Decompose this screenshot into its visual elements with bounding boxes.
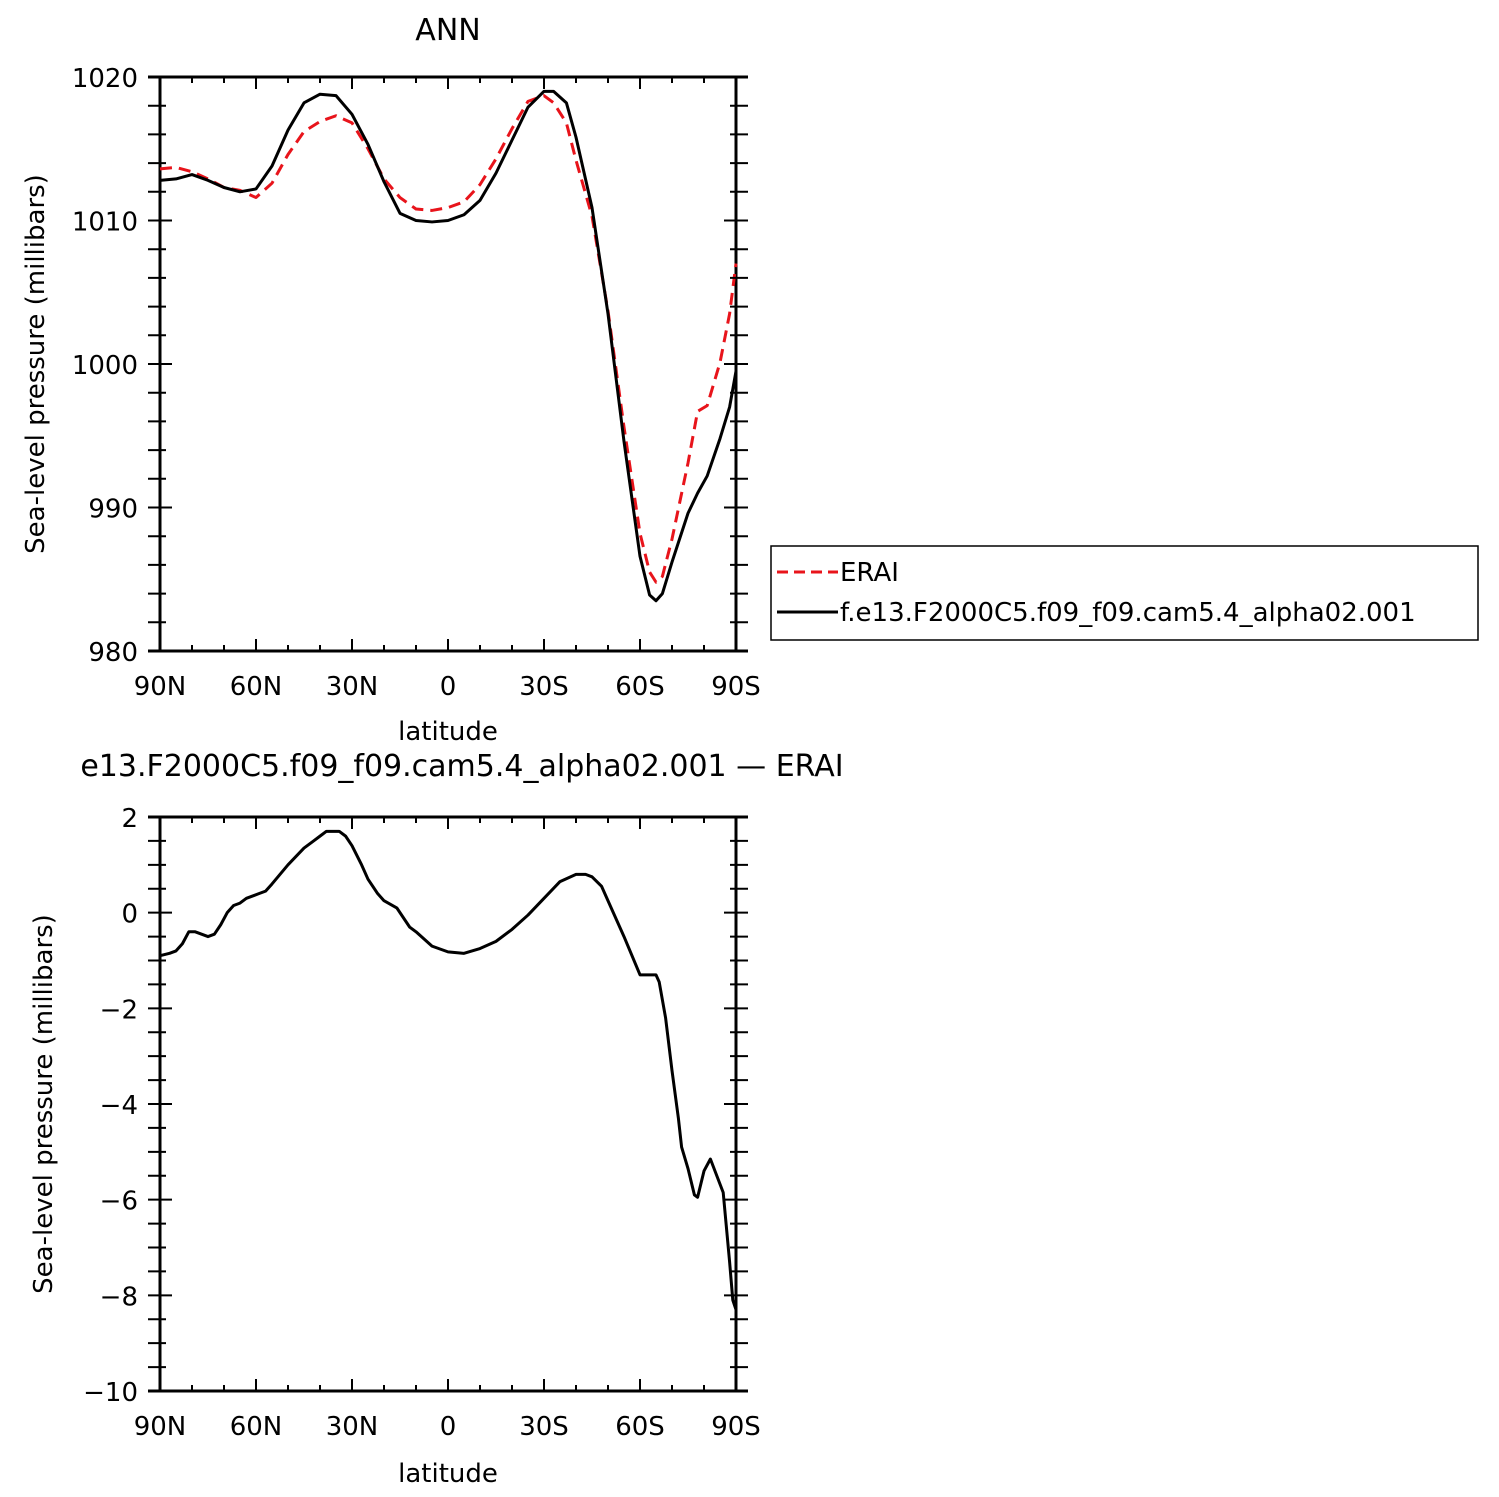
series-line-model: [159, 89, 738, 603]
legend-label-erai: ERAI: [840, 558, 899, 588]
bottom-y-axis-label: Sea-level pressure (millibars): [29, 914, 59, 1294]
legend-box: [770, 545, 1479, 641]
y-tick-label: 0: [121, 900, 138, 930]
y-tick-label: 2: [121, 804, 138, 834]
x-tick-label: 60N: [230, 1412, 283, 1442]
top-x-axis-label: latitude: [398, 717, 498, 747]
bottom-plot-frame: [158, 815, 738, 1393]
y-tick-label: −6: [100, 1187, 138, 1217]
bottom-x-axis-label: latitude: [398, 1459, 498, 1489]
x-tick-label: 90S: [711, 672, 761, 702]
y-tick-label: −8: [100, 1282, 138, 1312]
y-tick-label: 1000: [72, 351, 138, 381]
series-line-difference: [159, 829, 738, 1311]
x-tick-label: 60S: [615, 672, 665, 702]
x-tick-label: 30S: [519, 1412, 569, 1442]
top-panel: ANN 90N 60N 30N 0 30S 60S 90S 980 990 1000 1010 10…: [21, 13, 761, 747]
legend-label-model: f.e13.F2000C5.f09_f09.cam5.4_alpha02.001: [840, 598, 1416, 628]
y-tick-label: −10: [83, 1378, 138, 1408]
x-tick-label: 60N: [230, 672, 283, 702]
top-chart-title: ANN: [415, 13, 480, 48]
y-tick-label: 1020: [72, 64, 138, 94]
x-tick-label: 0: [440, 1412, 457, 1442]
y-tick-label: 980: [88, 638, 138, 668]
x-tick-label: 30N: [326, 1412, 379, 1442]
y-tick-label: −2: [100, 995, 138, 1025]
x-tick-label: 90S: [711, 1412, 761, 1442]
x-tick-label: 0: [440, 672, 457, 702]
series-line-erai: [159, 94, 738, 584]
x-tick-label: 60S: [615, 1412, 665, 1442]
legend: ERAI f.e13.F2000C5.f09_f09.cam5.4_alpha0…: [770, 545, 1479, 641]
y-tick-label: −4: [100, 1091, 138, 1121]
top-y-axis-label: Sea-level pressure (millibars): [21, 174, 51, 554]
x-tick-label: 30N: [326, 672, 379, 702]
bottom-panel: e13.F2000C5.f09_f09.cam5.4_alpha02.001 —…: [29, 749, 844, 1489]
top-plot-frame: [158, 75, 738, 653]
x-tick-label: 30S: [519, 672, 569, 702]
bottom-chart-title: e13.F2000C5.f09_f09.cam5.4_alpha02.001 —…: [80, 749, 843, 784]
y-tick-label: 990: [88, 495, 138, 525]
x-tick-label: 90N: [134, 672, 187, 702]
y-tick-label: 1010: [72, 208, 138, 238]
x-tick-label: 90N: [134, 1412, 187, 1442]
